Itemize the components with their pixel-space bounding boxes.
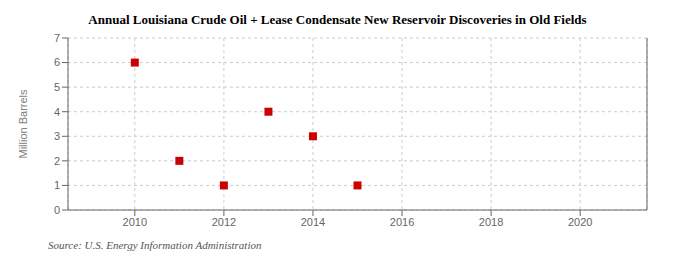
html-text:Annual Louisiana Crude Oil + L: Annual Louisiana Crude Oil + Lease Conde… — [88, 12, 587, 27]
svg-text:2020: 2020 — [568, 216, 592, 228]
svg-text:2014: 2014 — [301, 216, 325, 228]
svg-text:2018: 2018 — [479, 216, 503, 228]
svg-text:2010: 2010 — [123, 216, 147, 228]
svg-text:5: 5 — [54, 81, 60, 93]
svg-text:Million Barrels: Million Barrels — [17, 89, 29, 159]
svg-text:2016: 2016 — [390, 216, 414, 228]
svg-text:4: 4 — [54, 106, 60, 118]
html-text:Source: U.S. Energy Informatio: Source: U.S. Energy Information Administ… — [48, 239, 262, 251]
svg-text:3: 3 — [54, 130, 60, 142]
svg-text:6: 6 — [54, 56, 60, 68]
svg-text:0: 0 — [54, 204, 60, 216]
svg-text:2012: 2012 — [212, 216, 236, 228]
svg-text:7: 7 — [54, 32, 60, 44]
svg-text:2: 2 — [54, 155, 60, 167]
svg-text:1: 1 — [54, 179, 60, 191]
